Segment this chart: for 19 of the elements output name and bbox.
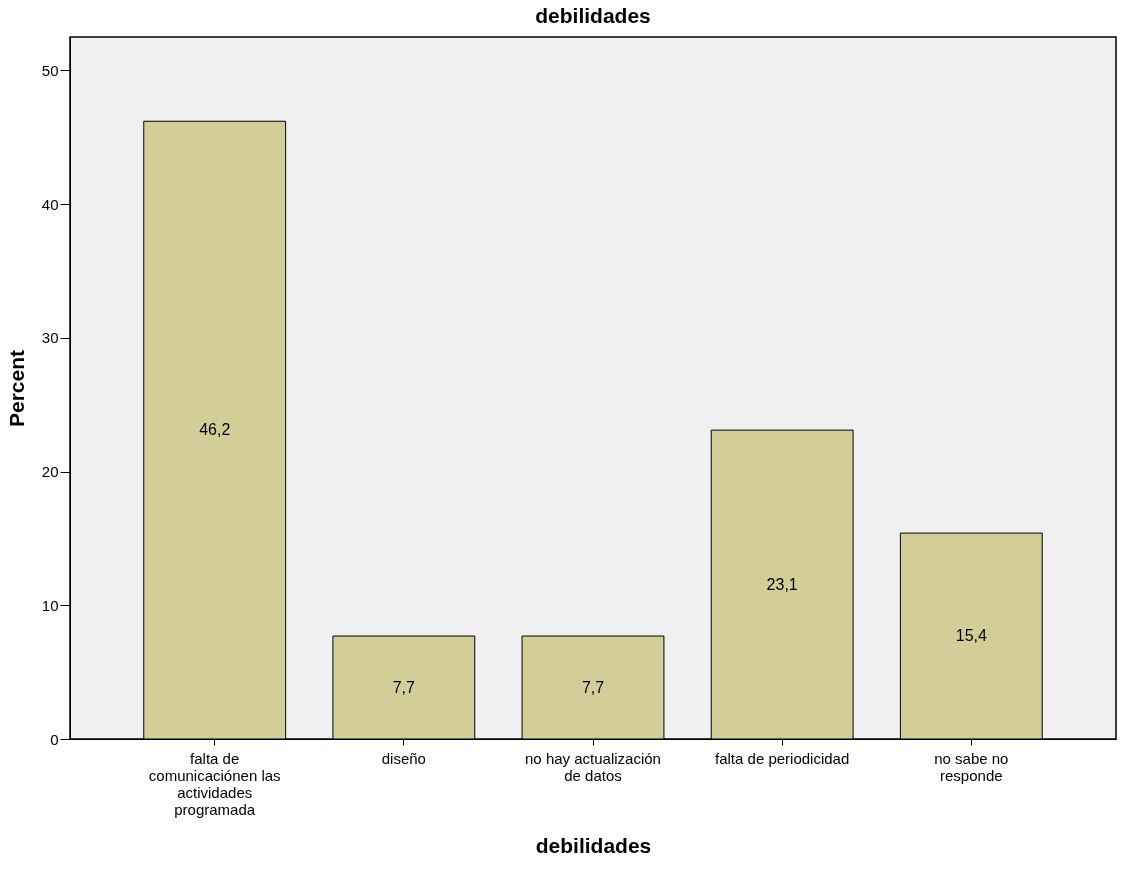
- y-tick-label: 30: [41, 329, 59, 347]
- y-tick-label: 10: [41, 596, 59, 614]
- y-tick-label: 20: [41, 463, 59, 481]
- x-tick-label: falta de periodicidad: [715, 749, 850, 767]
- chart-title: debilidades: [535, 4, 651, 27]
- y-tick-label: 50: [41, 61, 59, 79]
- x-tick-label: falta de comunicaciónen las actividades programada: [148, 749, 281, 818]
- y-tick-label: 0: [50, 730, 59, 748]
- data-label: 46,2: [199, 421, 231, 439]
- data-label: 7,7: [392, 678, 416, 696]
- y-tick-label: 40: [41, 195, 59, 213]
- x-tick-label: diseño: [381, 749, 426, 767]
- y-axis-title: Percent: [4, 349, 28, 428]
- data-label: 7,7: [581, 678, 605, 696]
- x-axis-title: debilidades: [535, 833, 652, 857]
- x-tick-label: no sabe no responde: [934, 749, 1009, 784]
- data-label: 15,4: [955, 627, 987, 645]
- x-tick-label: no hay actualización de datos: [525, 749, 661, 784]
- data-label: 23,1: [766, 575, 798, 593]
